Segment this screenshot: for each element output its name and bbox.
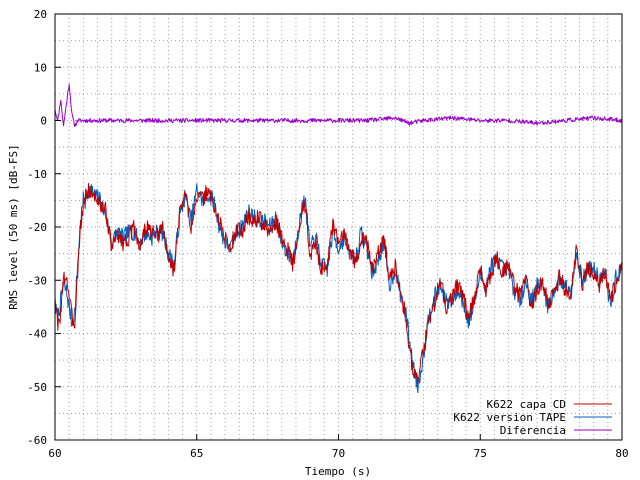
y-tick-label: -40	[27, 328, 47, 341]
y-axis-label: RMS level (50 ms) [dB-FS]	[7, 144, 20, 310]
grid	[55, 14, 622, 440]
y-tick-label: 10	[34, 61, 47, 74]
y-tick-label: -60	[27, 434, 47, 447]
x-tick-label: 60	[48, 447, 61, 460]
x-tick-label: 75	[474, 447, 487, 460]
legend-label-tape: K622 version TAPE	[453, 411, 566, 424]
legend-label-cd: K622 capa CD	[487, 398, 566, 411]
legend: K622 capa CD K622 version TAPE Diferenci…	[453, 398, 612, 437]
legend-label-diff: Diferencia	[500, 424, 566, 437]
series-line-diff	[54, 83, 623, 127]
y-tick-label: 0	[40, 115, 47, 128]
series-layer	[54, 83, 623, 394]
y-tick-label: -50	[27, 381, 47, 394]
y-tick-label: -20	[27, 221, 47, 234]
series-line-cd	[54, 183, 623, 385]
y-tick-label: -30	[27, 274, 47, 287]
axis-ticks: 60 65 70 75 80 20 10 0 -10 -20 -30 -40 -50 -60	[27, 8, 629, 460]
x-tick-label: 65	[190, 447, 203, 460]
y-tick-label: 20	[34, 8, 47, 21]
x-axis-label: Tiempo (s)	[305, 465, 371, 478]
x-tick-label: 70	[332, 447, 345, 460]
x-tick-label: 80	[615, 447, 628, 460]
y-tick-label: -10	[27, 168, 47, 181]
